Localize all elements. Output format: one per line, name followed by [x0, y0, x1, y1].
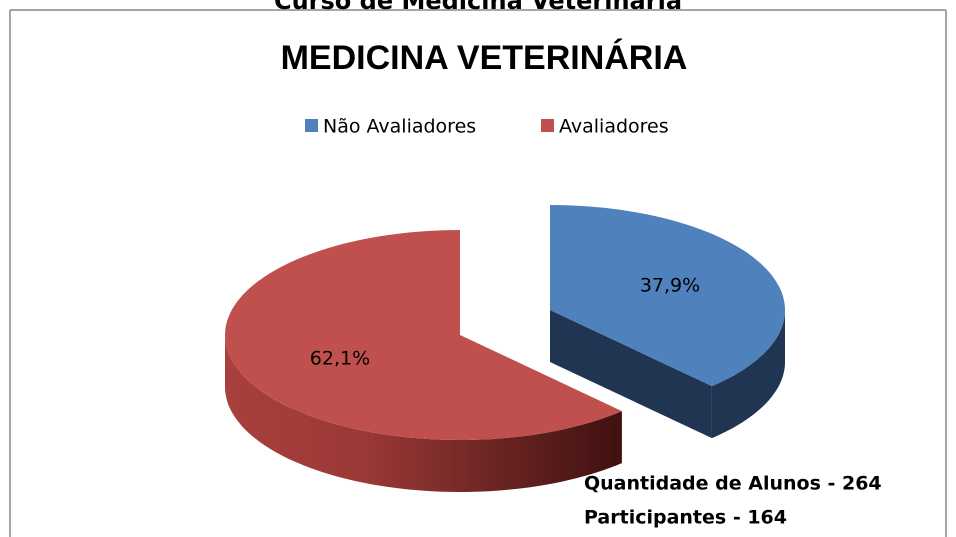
data-label: 62,1%	[310, 348, 370, 370]
data-label: 37,9%	[640, 274, 700, 296]
annotation: Quantidade de Alunos - 264	[584, 473, 882, 495]
legend: Não Avaliadores Avaliadores	[305, 116, 669, 138]
legend-label: Avaliadores	[559, 116, 669, 138]
pie: 62,1% 37,9%	[225, 205, 785, 492]
slice-cut-face	[550, 310, 712, 439]
annotation: Participantes - 164	[584, 507, 787, 529]
chart-title: MEDICINA VETERINÁRIA	[281, 39, 688, 77]
pie-slice	[550, 205, 785, 387]
legend-swatch	[305, 119, 318, 132]
slice-side	[225, 335, 622, 492]
slice-side	[711, 310, 785, 439]
page-header: Curso de Medicina Veterinária	[274, 0, 682, 15]
pie-slice	[225, 230, 622, 440]
legend-swatch	[541, 119, 554, 132]
legend-label: Não Avaliadores	[323, 116, 476, 138]
